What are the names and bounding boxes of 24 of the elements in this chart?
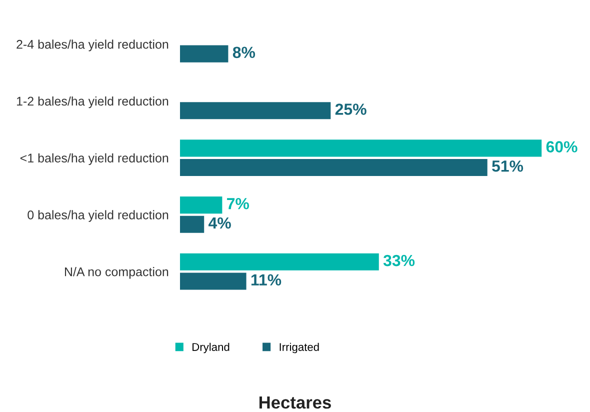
bar <box>180 102 331 120</box>
bar <box>180 216 204 233</box>
bar <box>180 196 222 214</box>
legend-label: Irrigated <box>280 342 319 354</box>
data-label: 33% <box>383 254 415 266</box>
bar <box>180 158 488 176</box>
data-label: 25% <box>335 104 366 115</box>
bar <box>180 140 542 157</box>
y-tick-label: <1 bales/ha yield reduction <box>20 153 168 165</box>
data-label: 51% <box>492 160 524 172</box>
y-tick-label: 0 bales/ha yield reduction <box>28 210 168 222</box>
data-label: 60% <box>546 141 578 152</box>
y-tick-label: N/A no compaction <box>65 267 168 279</box>
data-label: 8% <box>232 46 256 58</box>
data-label: 11% <box>251 274 282 286</box>
bar <box>180 253 379 270</box>
bar <box>180 45 228 62</box>
y-tick-label: 2-4 bales/ha yield reduction <box>16 40 168 52</box>
data-label: 4% <box>208 217 231 229</box>
y-tick-label: 1-2 bales/ha yield reduction <box>16 96 168 108</box>
data-label: 7% <box>227 198 250 210</box>
bar <box>180 272 246 290</box>
legend-label: Dryland <box>192 342 230 354</box>
text: Hectares <box>259 396 331 409</box>
